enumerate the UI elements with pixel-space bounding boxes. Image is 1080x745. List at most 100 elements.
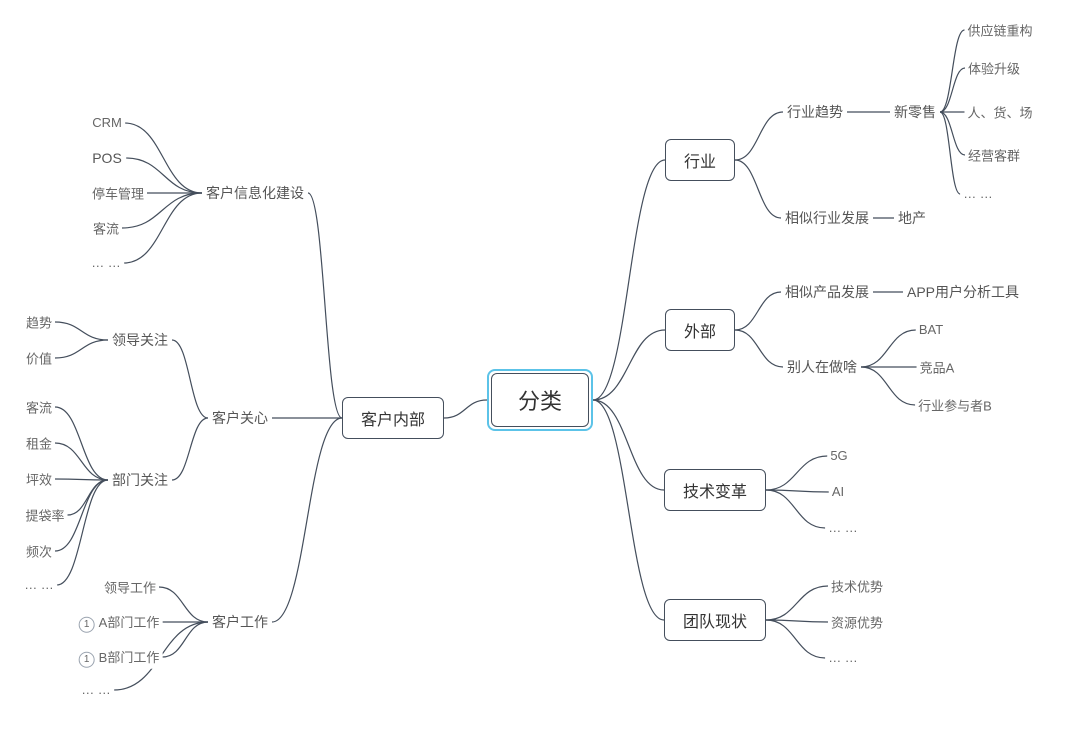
node-qushi: 趋势 [23,312,55,333]
node-pingxiao: 坪效 [23,469,55,490]
edge [172,418,208,480]
edge [308,193,342,418]
edge [124,193,202,263]
edge [861,367,915,405]
node-label: 相似行业发展 [785,210,869,226]
node-mm2: … … [21,576,57,594]
node-mm1: … … [88,254,124,272]
node-deptA: 1A部门工作 [76,611,163,634]
edge [940,112,965,155]
edge [766,620,828,622]
edge [940,68,965,112]
node-label: 竞品A [920,361,955,376]
edge [940,112,960,194]
node-teamA: 技术优势 [828,576,886,597]
edge [593,400,664,620]
node-team: 团队现状 [664,599,766,641]
edge [766,620,825,658]
node-label: 停车管理 [92,187,144,202]
node-cust_care: 客户关心 [208,406,272,430]
node-label: 租金 [26,437,52,452]
node-nr3: 人、货、场 [964,102,1035,123]
node-label: 领导关注 [112,332,168,348]
edge [55,443,108,480]
mindmap-canvas: 分类行业外部技术变革团队现状行业趋势相似行业发展新零售地产供应链重构体验升级人、… [0,0,1080,745]
node-external: 外部 [665,309,735,351]
edge [55,479,108,480]
node-label: CRM [92,115,122,130]
node-label: 客户工作 [212,614,268,630]
node-label: B部门工作 [99,650,160,665]
node-label: … … [91,255,121,270]
node-ind_similar: 相似行业发展 [781,206,873,230]
node-label: 别人在做啥 [787,359,857,375]
node-label: 外部 [684,324,716,341]
node-ind_trend: 行业趋势 [783,100,847,124]
node-label: 技术变革 [683,484,747,501]
node-pos: POS [88,148,126,168]
node-tech: 技术变革 [664,469,766,511]
node-label: POS [92,150,122,166]
node-lead_work: 领导工作 [101,577,159,598]
node-label: 提袋率 [25,509,64,524]
node-label: 客户信息化建设 [206,185,304,201]
edge [444,400,487,418]
node-label: 频次 [26,545,52,560]
node-deptB: 1 B部门工作 [76,646,163,669]
node-tidai: 提袋率 [22,505,67,526]
node-tmm: … … [825,519,861,537]
count-chip: 1 [79,651,95,667]
node-kl2: 客流 [23,397,55,418]
node-label: 相似产品发展 [785,284,869,300]
edge [861,330,916,367]
node-lead_focus: 领导关注 [108,328,172,352]
node-tai: AI [829,483,847,501]
node-playerB: 行业参与者B [915,395,995,416]
node-label: 价值 [26,352,52,367]
edge [159,587,208,622]
node-label: 供应链重构 [967,24,1032,39]
node-new_retail: 新零售 [890,100,940,124]
node-label: 行业 [684,154,716,171]
edge [766,490,825,528]
node-label: … … [81,682,111,697]
node-ext_prod: 相似产品发展 [781,280,873,304]
node-label: 客流 [26,401,52,416]
node-app_tool: APP用户分析工具 [903,280,1023,304]
node-label: 地产 [898,210,926,226]
node-label: 团队现状 [683,614,747,631]
edge [766,456,827,490]
edge [735,292,781,330]
node-nr1: 供应链重构 [964,20,1035,41]
edge [940,30,964,112]
node-t5g: 5G [827,447,850,465]
edge [735,112,783,160]
node-nr5: … … [960,185,996,203]
edge [55,340,108,358]
node-label: 新零售 [894,104,936,120]
node-label: 领导工作 [104,581,156,596]
node-bat: BAT [916,321,946,339]
node-cust_work: 客户工作 [208,610,272,634]
node-crm: CRM [89,114,125,132]
edge [55,407,108,480]
count-chip: 1 [79,616,95,632]
edge [55,322,108,340]
node-label: 行业趋势 [787,104,843,120]
node-label: 5G [830,448,847,463]
node-label: 资源优势 [831,616,883,631]
node-mm3: … … [78,681,114,699]
node-label: APP用户分析工具 [907,284,1019,300]
node-cust: 客户内部 [342,397,444,439]
node-label: 坪效 [26,473,52,488]
edge [735,330,783,367]
node-label: BAT [919,322,943,337]
node-estate: 地产 [894,206,930,230]
node-ext_others: 别人在做啥 [783,355,861,379]
edge [162,622,208,657]
edge [593,400,664,490]
node-pinci: 频次 [23,541,55,562]
node-label: 部门关注 [112,472,168,488]
node-info_build: 客户信息化建设 [202,181,308,205]
node-label: 客户关心 [212,410,268,426]
